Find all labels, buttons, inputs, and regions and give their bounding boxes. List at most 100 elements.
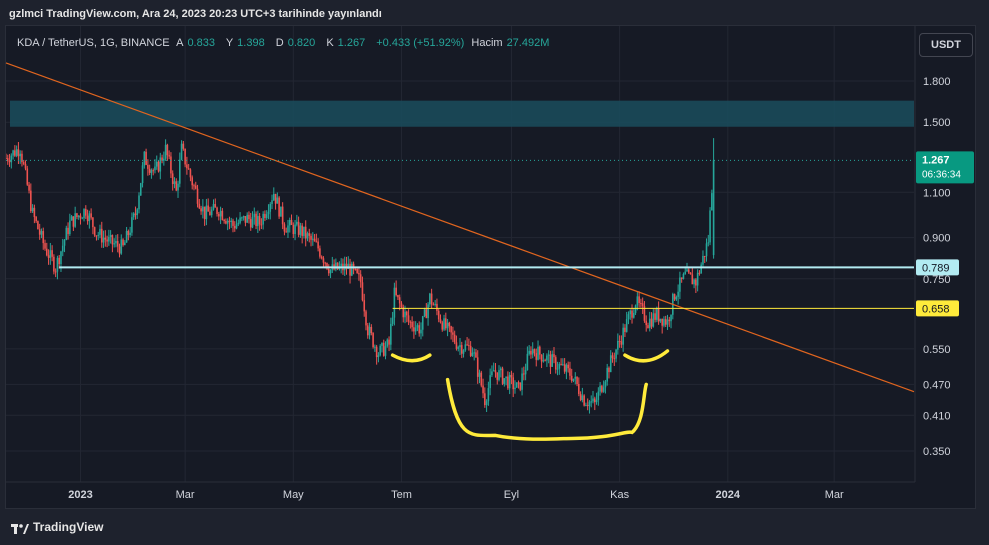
candle-body [212,204,215,210]
candles [6,138,715,414]
candle-body [523,373,525,375]
candle-body [695,279,697,286]
candle-body [191,177,194,186]
last-price-countdown: 06:36:34 [922,169,961,180]
candle-body [223,219,225,222]
candle-body [60,251,62,264]
candle-body [455,342,458,349]
candle-body [498,370,500,380]
candle-body [365,311,367,326]
candle-body [492,370,495,372]
candle-body [297,221,300,235]
y-tick-label: 0.410 [923,410,951,422]
supply-zone [10,100,914,127]
candle-body [324,262,327,264]
candle-body [196,188,199,204]
candle-body [113,243,115,245]
candle-body [30,190,32,212]
symbol-legend: KDA / TetherUS, 1G, BINANCE A 0.833 Y 1.39… [17,37,557,49]
candle-body [51,250,53,257]
candle-body [402,307,405,318]
candle-body [294,224,296,234]
candle-body [345,263,348,269]
price-label-box [916,259,959,276]
candle-body [656,308,658,320]
candle-body [503,378,506,384]
candle-body [44,243,46,249]
candle-body [129,232,131,236]
candle-body [118,246,121,254]
candle-body [650,318,653,327]
candle-body [255,213,257,227]
candle-body [322,258,325,263]
candle-body [450,326,452,333]
candle-body [459,345,461,348]
candle-body [161,157,163,161]
candle-body [272,193,275,201]
candle-body [304,226,307,239]
candle-body [95,235,98,237]
candle-body [97,234,100,236]
candle-body [535,353,538,360]
tradingview-logo[interactable]: TradingView [11,520,103,534]
candle-body [652,313,655,327]
candle-body [143,151,146,166]
candle-body [494,370,497,373]
candle-body [349,263,351,276]
candle-body [382,342,385,356]
candle-body [645,320,648,326]
candle-body [574,376,577,379]
candle-body [251,217,254,228]
candle-body [17,149,20,157]
candle-body [629,310,632,315]
candle-body [127,230,130,236]
candle-body [100,228,103,243]
candle-body [434,303,436,305]
candle-body [340,263,342,267]
candle-body [45,248,48,256]
candle-body [219,210,222,217]
candle-body [618,340,621,342]
candle-body [154,166,156,171]
candle-body [393,287,396,318]
candle-body [374,346,376,348]
candle-body [170,156,172,174]
candle-body [164,144,167,159]
candle-body [469,345,472,356]
candle-body [14,150,16,156]
candle-body [40,231,43,235]
candle-body [35,217,37,222]
candle-body [72,216,75,227]
candle-body [124,242,126,246]
price-label-text: 0.789 [922,262,950,274]
candle-body [235,224,238,229]
candle-body [702,255,704,265]
candle-body [563,364,566,372]
candle-body [366,325,369,336]
candle-body [81,218,84,220]
symbol-title[interactable]: KDA / TetherUS, 1G, BINANCE [17,37,170,49]
candle-body [553,354,555,358]
candle-body [15,149,18,156]
candle-body [597,391,600,401]
publish-info: gzlmci TradingView.com, Ara 24, 2023 20:… [9,8,382,20]
candle-body [69,220,71,235]
candle-body [163,158,165,161]
candle-body [578,383,580,394]
candle-body [152,170,154,172]
currency-button[interactable]: USDT [919,33,973,57]
candle-body [560,363,562,365]
candle-body [83,208,85,219]
candle-body [239,217,241,223]
price-label-box [916,300,959,317]
candle-body [267,211,270,215]
candle-body [109,235,112,237]
x-tick-label: Mar [176,489,195,501]
candle-body [24,163,27,169]
candle-body [139,183,142,196]
candle-body [132,213,135,218]
candle-body [246,214,248,223]
candle-body [209,211,211,216]
candle-body [499,368,502,371]
